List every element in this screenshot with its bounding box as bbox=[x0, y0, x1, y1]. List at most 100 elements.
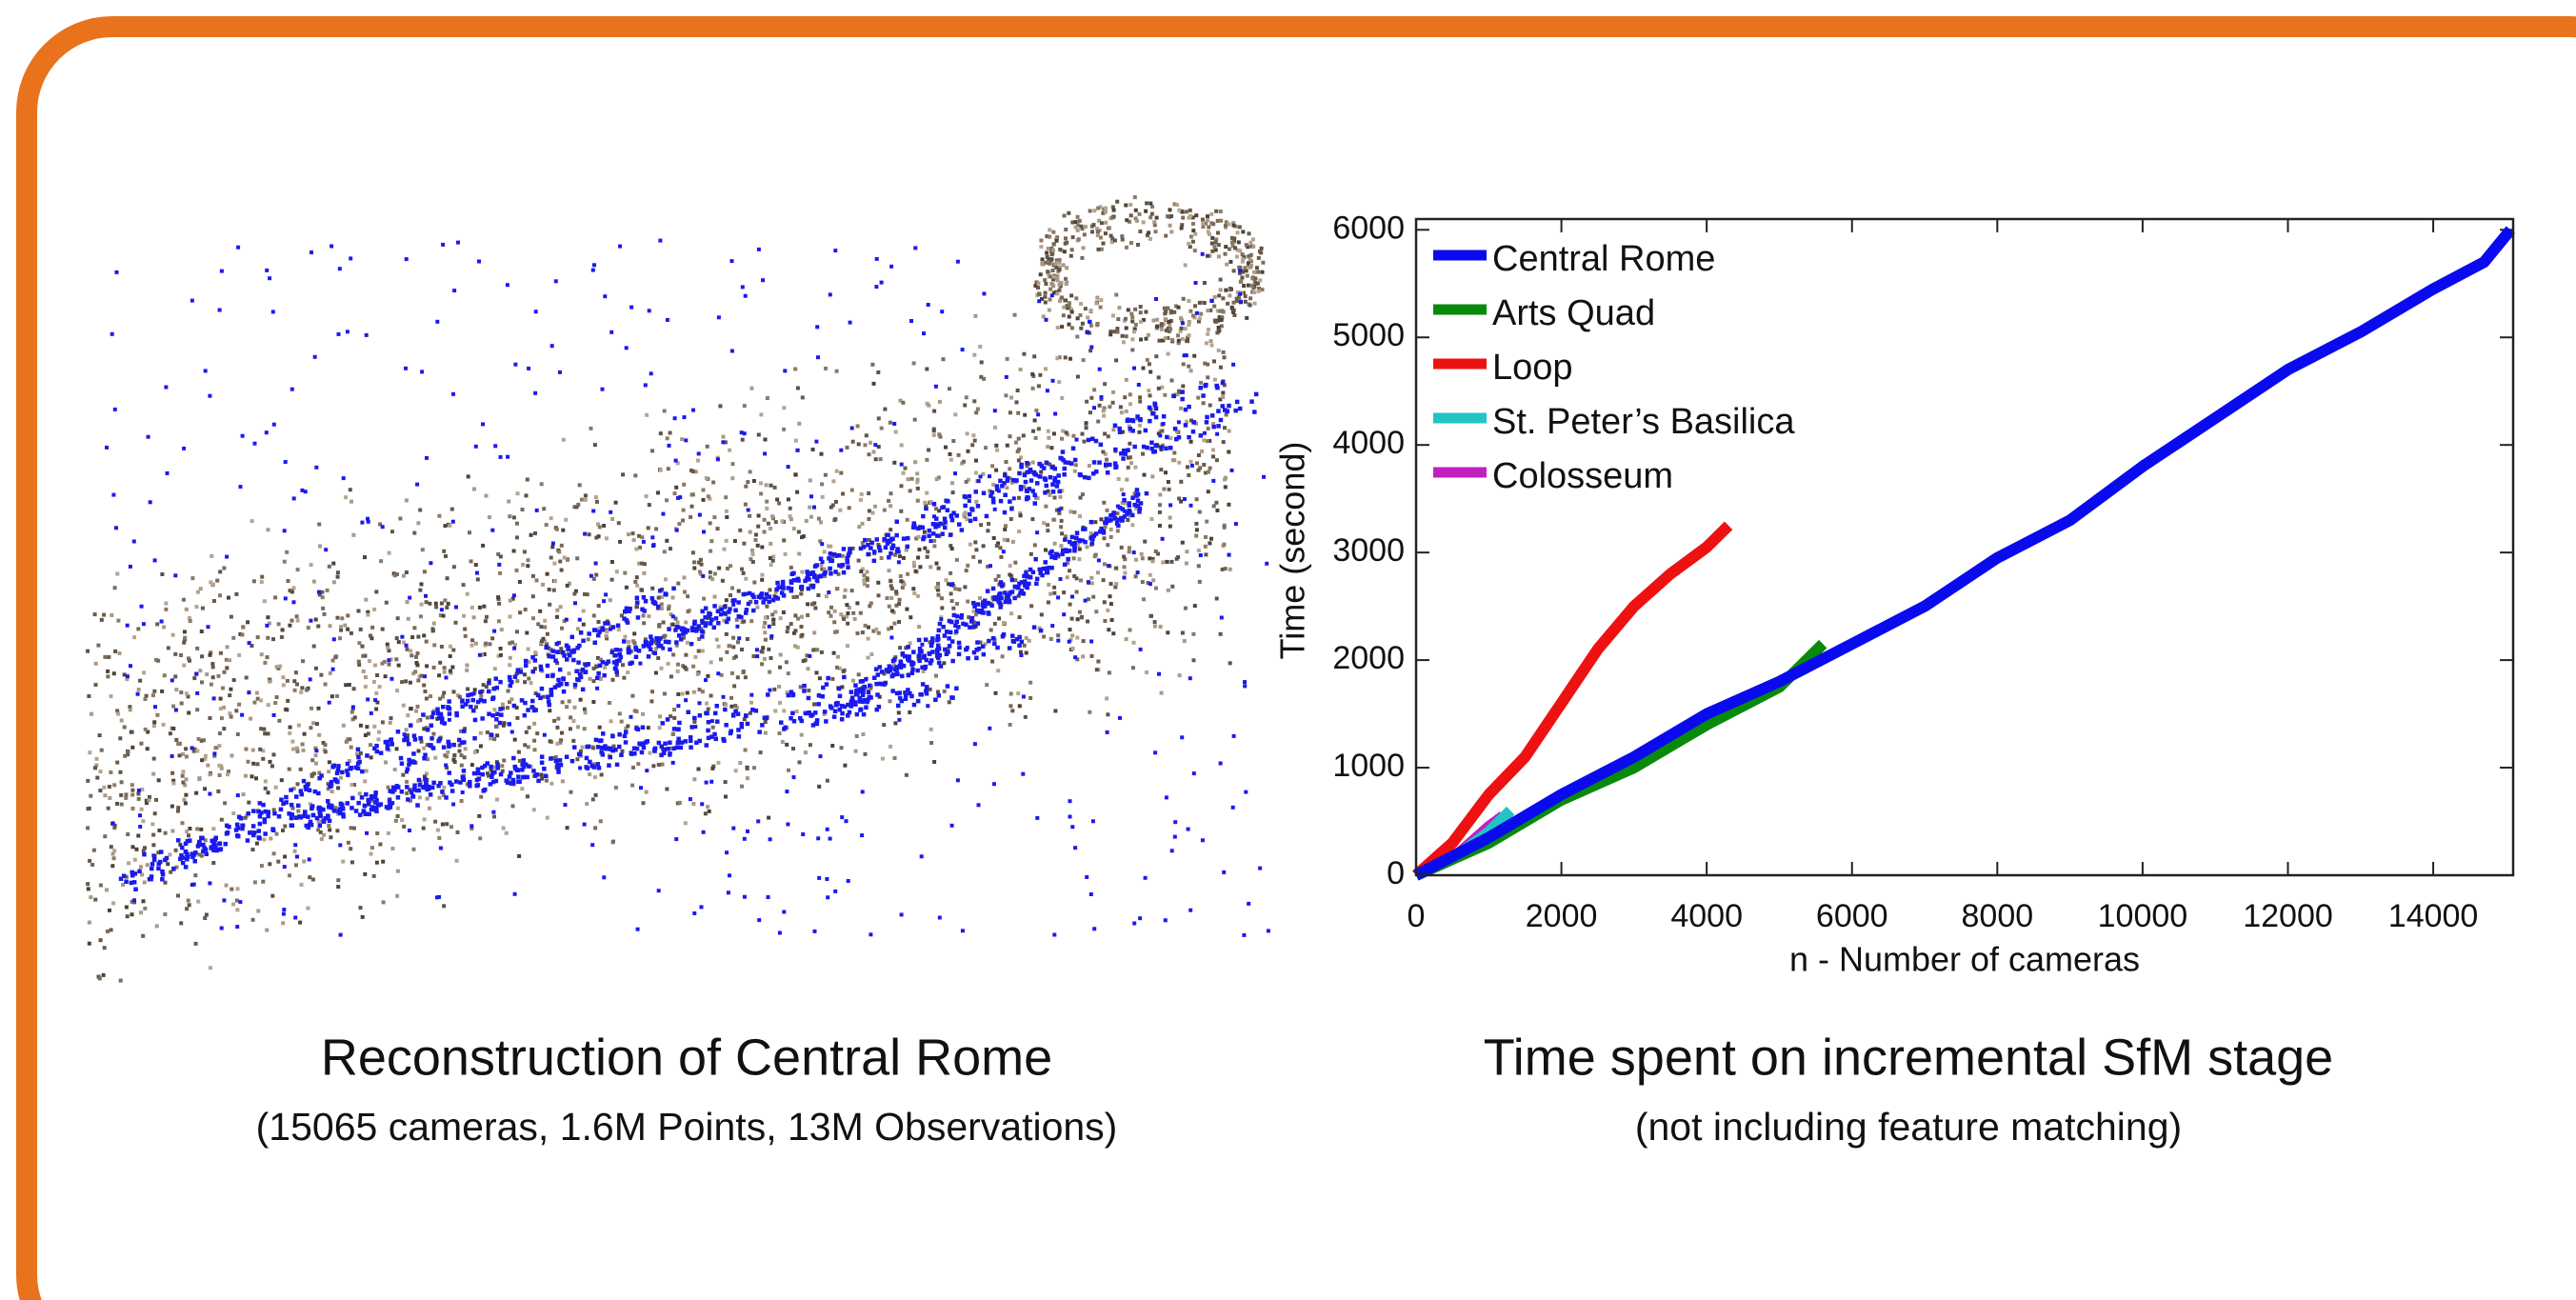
cloud-point bbox=[339, 776, 343, 780]
cloud-point bbox=[1069, 254, 1073, 258]
cloud-point bbox=[1017, 437, 1021, 441]
cloud-point bbox=[826, 676, 830, 681]
cloud-point bbox=[1084, 307, 1088, 310]
cloud-point bbox=[479, 795, 483, 799]
cloud-point bbox=[1070, 310, 1074, 314]
cloud-point bbox=[690, 493, 694, 497]
cloud-point bbox=[944, 446, 948, 450]
cloud-point bbox=[930, 640, 935, 645]
cloud-point bbox=[916, 487, 920, 490]
cloud-point bbox=[268, 680, 271, 684]
cloud-point bbox=[1162, 422, 1166, 426]
cloud-point bbox=[671, 614, 675, 618]
cloud-point bbox=[843, 764, 847, 768]
cloud-point bbox=[891, 672, 896, 677]
cloud-point bbox=[783, 369, 787, 372]
cloud-point bbox=[867, 656, 870, 660]
cloud-point bbox=[1228, 260, 1232, 264]
cloud-point bbox=[932, 544, 936, 548]
cloud-point bbox=[1177, 306, 1181, 310]
cloud-point bbox=[1030, 372, 1034, 376]
cloud-point bbox=[520, 787, 524, 790]
cloud-point bbox=[499, 772, 504, 777]
cloud-point bbox=[1131, 666, 1135, 670]
cloud-point bbox=[684, 821, 688, 825]
cloud-point bbox=[1034, 436, 1038, 440]
cloud-point bbox=[471, 709, 476, 713]
cloud-point bbox=[700, 802, 704, 806]
cloud-point bbox=[773, 486, 777, 490]
cloud-point bbox=[336, 878, 340, 882]
cloud-point bbox=[696, 672, 700, 676]
cloud-point bbox=[1085, 421, 1088, 425]
cloud-point bbox=[729, 593, 732, 597]
cloud-point bbox=[523, 550, 527, 553]
cloud-point bbox=[656, 656, 660, 660]
cloud-point bbox=[447, 602, 450, 606]
cloud-point bbox=[1138, 400, 1142, 404]
cloud-point bbox=[209, 772, 212, 776]
cloud-point bbox=[150, 862, 155, 867]
cloud-point bbox=[110, 332, 114, 336]
cloud-point bbox=[1244, 300, 1248, 304]
cloud-point bbox=[576, 725, 580, 729]
cloud-point bbox=[937, 629, 942, 633]
cloud-point bbox=[472, 736, 477, 741]
cloud-point bbox=[889, 528, 892, 531]
cloud-point bbox=[965, 395, 968, 399]
cloud-point bbox=[1151, 559, 1155, 563]
cloud-point bbox=[742, 670, 746, 674]
cloud-point bbox=[867, 491, 870, 495]
cloud-point bbox=[872, 676, 877, 681]
cloud-point bbox=[651, 764, 655, 768]
cloud-point bbox=[914, 570, 918, 573]
cloud-point bbox=[725, 650, 729, 654]
cloud-point bbox=[1188, 209, 1192, 212]
cloud-point bbox=[1120, 410, 1124, 414]
cloud-point bbox=[1212, 245, 1216, 249]
cloud-point bbox=[1098, 404, 1102, 408]
cloud-point bbox=[1155, 216, 1159, 220]
cloud-point bbox=[1198, 316, 1202, 320]
cloud-point bbox=[1126, 448, 1130, 452]
cloud-point bbox=[329, 624, 332, 628]
cloud-point bbox=[542, 507, 546, 510]
cloud-point bbox=[386, 646, 389, 650]
cloud-point bbox=[950, 481, 954, 485]
cloud-point bbox=[108, 909, 111, 912]
cloud-point bbox=[759, 481, 763, 485]
cloud-point bbox=[251, 809, 256, 813]
cloud-point bbox=[1148, 215, 1152, 219]
cloud-point bbox=[1066, 557, 1070, 562]
cloud-point bbox=[1164, 470, 1168, 474]
cloud-point bbox=[1241, 230, 1245, 233]
cloud-point bbox=[593, 775, 597, 779]
cloud-point bbox=[792, 527, 796, 530]
cloud-point bbox=[962, 460, 966, 464]
cloud-point bbox=[540, 754, 545, 759]
cloud-point bbox=[460, 764, 464, 768]
cloud-point bbox=[697, 650, 701, 653]
cloud-point bbox=[680, 437, 684, 441]
cloud-point bbox=[257, 829, 262, 833]
cloud-point bbox=[571, 739, 575, 743]
cloud-point bbox=[778, 731, 782, 735]
cloud-point bbox=[517, 750, 521, 754]
cloud-point bbox=[1256, 270, 1260, 274]
cloud-point bbox=[450, 789, 455, 793]
cloud-point bbox=[657, 763, 661, 767]
cloud-point bbox=[887, 627, 890, 630]
cloud-point bbox=[892, 657, 897, 662]
cloud-point bbox=[253, 442, 257, 446]
cloud-point bbox=[1110, 236, 1114, 240]
cloud-point bbox=[1206, 309, 1209, 312]
cloud-point bbox=[787, 671, 790, 675]
cloud-point bbox=[1100, 221, 1104, 225]
cloud-point bbox=[619, 649, 623, 652]
cloud-point bbox=[1094, 439, 1099, 444]
cloud-point bbox=[225, 666, 229, 670]
cloud-point bbox=[893, 756, 897, 760]
cloud-point bbox=[786, 630, 789, 633]
cloud-point bbox=[1166, 307, 1169, 310]
cloud-point bbox=[1013, 313, 1017, 317]
